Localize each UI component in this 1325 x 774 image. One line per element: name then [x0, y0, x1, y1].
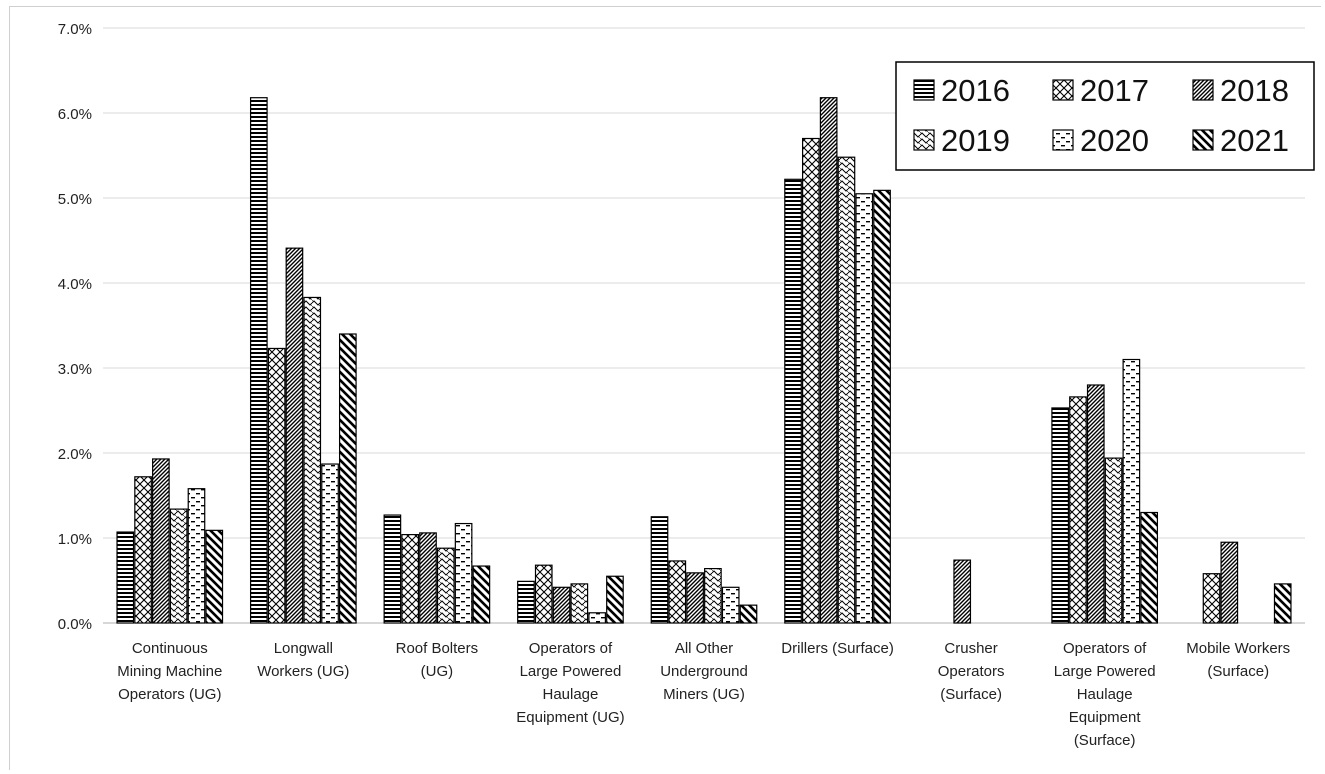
bar-2018	[686, 572, 704, 624]
bar-2017	[1202, 573, 1221, 624]
legend-swatch-2018	[1192, 79, 1214, 101]
bar-2021	[873, 189, 891, 624]
category-label: Underground	[660, 663, 748, 680]
bar-2017	[267, 347, 286, 624]
legend-label-2020: 2020	[1080, 123, 1149, 158]
bar-2016	[650, 516, 669, 624]
bar-2018	[1220, 541, 1239, 624]
category-label: Mobile Workers	[1186, 640, 1290, 657]
bar-2021	[472, 565, 491, 624]
chart-frame	[9, 6, 1321, 770]
y-tick-label: 1.0%	[58, 531, 92, 548]
bar-2020	[855, 193, 874, 624]
category-label: All Other	[675, 640, 733, 657]
bar-2020	[1122, 358, 1141, 624]
category-label: Operators of	[1063, 640, 1147, 657]
category-label: Large Powered	[520, 663, 622, 680]
bar-2018	[552, 586, 571, 624]
bar-2021	[205, 529, 224, 624]
category-label: Haulage	[542, 686, 598, 703]
bar-2018	[152, 458, 170, 624]
category-label: Roof Bolters	[396, 640, 479, 657]
bar-2021	[1273, 583, 1292, 624]
bar-2017	[401, 533, 420, 624]
legend-swatch-2019	[913, 129, 935, 151]
y-tick-label: 2.0%	[58, 446, 92, 463]
bar-2016	[383, 514, 402, 624]
category-label: Crusher	[944, 640, 997, 657]
bar-2018	[953, 559, 972, 624]
category-label: Large Powered	[1054, 663, 1156, 680]
bar-2017	[534, 564, 553, 624]
bar-2018	[285, 247, 304, 624]
bar-2020	[187, 488, 206, 624]
bar-2020	[588, 612, 606, 624]
category-label: Mining Machine	[117, 663, 222, 680]
bar-2019	[1104, 457, 1123, 624]
bar-2017	[668, 560, 687, 624]
bar-2016	[249, 97, 268, 624]
bar-2018	[819, 97, 838, 624]
category-label: (Surface)	[1207, 663, 1269, 680]
legend: 2016 2017 2018 2019 2020 2021	[895, 61, 1315, 171]
bar-2019	[704, 567, 722, 624]
bar-2019	[837, 156, 856, 624]
legend-label-2019: 2019	[941, 123, 1010, 158]
gridlines	[103, 27, 1305, 539]
bar-2021	[1140, 511, 1159, 624]
bar-2016	[116, 531, 135, 624]
category-label: Operators	[938, 663, 1005, 680]
legend-label-2016: 2016	[941, 73, 1010, 108]
category-label: Equipment	[1069, 709, 1142, 726]
bar-2020	[321, 463, 339, 624]
legend-box	[895, 61, 1315, 171]
category-label: Workers (UG)	[257, 663, 349, 680]
category-label: Operators of	[529, 640, 613, 657]
bar-2020	[721, 586, 740, 624]
category-label: (Surface)	[940, 686, 1002, 703]
legend-swatch-2021	[1192, 129, 1214, 151]
category-label: Continuous	[132, 640, 208, 657]
y-tick-label: 0.0%	[58, 616, 92, 633]
category-label: Haulage	[1077, 686, 1133, 703]
category-label: Miners (UG)	[663, 686, 745, 703]
bar-2020	[454, 522, 473, 624]
category-label: (Surface)	[1074, 732, 1136, 749]
category-label: Operators (UG)	[118, 686, 221, 703]
y-tick-label: 5.0%	[58, 191, 92, 208]
category-label: Drillers (Surface)	[781, 640, 894, 657]
bar-2017	[1069, 396, 1087, 624]
legend-swatch-2016	[913, 79, 935, 101]
bar-2019	[436, 547, 455, 624]
legend-swatch-2020	[1052, 129, 1074, 151]
bar-2021	[606, 575, 624, 624]
bar-2017	[134, 476, 152, 624]
legend-label-2021: 2021	[1220, 123, 1289, 158]
category-label: (UG)	[421, 663, 454, 680]
bar-2019	[169, 508, 188, 624]
x-axis-categories: Continuous Mining Machine Operators (UG) Lo…	[117, 640, 1290, 749]
bar-2016	[784, 178, 802, 624]
bar-2019	[303, 296, 322, 624]
bar-2017	[802, 137, 820, 624]
bar-2018	[419, 532, 437, 624]
bar-2016	[1051, 407, 1070, 624]
bar-2018	[1086, 384, 1105, 624]
y-tick-label: 7.0%	[58, 21, 92, 38]
y-tick-label: 3.0%	[58, 361, 92, 378]
bar-2019	[570, 583, 589, 624]
bars	[116, 97, 1292, 624]
bar-2021	[338, 333, 357, 624]
category-label: Equipment (UG)	[516, 709, 624, 726]
legend-swatch-2017	[1052, 79, 1074, 101]
legend-label-2018: 2018	[1220, 73, 1289, 108]
y-axis: 0.0% 1.0% 2.0% 3.0% 4.0% 5.0% 6.0% 7.0%	[58, 21, 1305, 633]
bar-2016	[517, 580, 535, 624]
bar-2021	[739, 604, 758, 624]
y-tick-label: 4.0%	[58, 276, 92, 293]
legend-label-2017: 2017	[1080, 73, 1149, 108]
y-tick-label: 6.0%	[58, 106, 92, 123]
category-label: Longwall	[274, 640, 333, 657]
